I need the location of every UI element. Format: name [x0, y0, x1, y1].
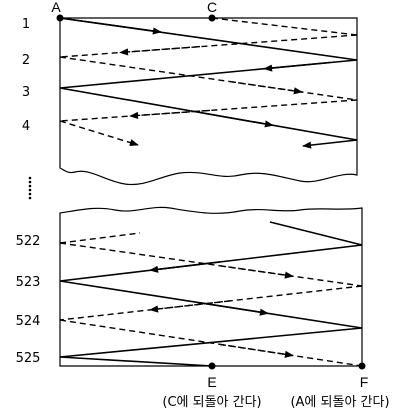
- retrace-arrow-2: [263, 61, 331, 72]
- point-a-label: A: [51, 0, 61, 15]
- ellipsis-dots: [28, 176, 32, 200]
- scan-arrow-3: [199, 111, 274, 128]
- retrace-arrow-1: [119, 45, 201, 56]
- retrace-arrow-524: [149, 300, 231, 313]
- retrace-arrow-523: [149, 261, 221, 273]
- point-e-dot: [208, 362, 216, 370]
- row-label-523: 523: [16, 275, 41, 290]
- retrace-line-4-solid: [302, 139, 358, 149]
- scan-arrow-523-dashed: [219, 265, 294, 279]
- row-label-525: 525: [16, 351, 41, 366]
- note-return-to-c: (C에 되돌아 간다): [162, 395, 261, 410]
- top-panel-outline: [59, 17, 358, 186]
- scan-line-522-dashed: [59, 232, 141, 244]
- note-return-to-a: (A에 되돌아 간다): [290, 395, 389, 410]
- scan-arrow-525: [219, 343, 294, 358]
- point-e-label: E: [207, 374, 216, 390]
- row-label-524: 524: [16, 314, 41, 329]
- row-label-2: 2: [22, 53, 30, 68]
- point-c-label: C: [207, 0, 217, 15]
- row-label-4: 4: [22, 119, 30, 134]
- scan-line-4-dashed: [59, 120, 139, 147]
- point-c-dot: [208, 14, 216, 22]
- retrace-line-522-solid: [269, 221, 363, 246]
- scan-arrow-2: [229, 80, 303, 95]
- scan-line-2-dashed: [59, 56, 358, 101]
- retrace-line-523-dashed: [59, 242, 363, 287]
- row-label-522: 522: [16, 234, 41, 249]
- field-top-dashed: [211, 17, 358, 36]
- scan-arrow-1: [59, 17, 162, 35]
- final-line-solid: [59, 356, 213, 367]
- point-f-dot: [358, 362, 366, 370]
- point-f-label: F: [360, 374, 369, 390]
- scan-arrow-524: [199, 302, 269, 316]
- point-a-dot: [56, 14, 64, 22]
- bottom-panel-outline: [59, 206, 363, 367]
- row-label-1: 1: [22, 17, 30, 32]
- retrace-arrow-3: [129, 109, 211, 120]
- row-label-3: 3: [22, 85, 30, 100]
- retrace-line-525-solid: [59, 327, 363, 358]
- retrace-line-524-dashed: [59, 285, 363, 321]
